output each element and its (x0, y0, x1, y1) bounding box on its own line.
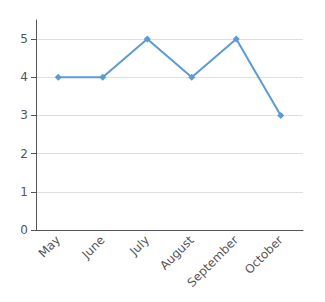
svg-text:1: 1 (20, 185, 28, 199)
svg-text:May: May (36, 233, 63, 260)
svg-text:August: August (157, 233, 197, 273)
svg-text:October: October (242, 233, 286, 277)
svg-text:2: 2 (20, 147, 28, 161)
svg-text:0: 0 (20, 223, 28, 237)
svg-text:5: 5 (20, 32, 28, 46)
svg-text:4: 4 (20, 70, 28, 84)
svg-text:July: July (126, 233, 152, 259)
svg-text:3: 3 (20, 108, 28, 122)
svg-text:September: September (184, 233, 241, 290)
svg-text:June: June (79, 233, 108, 262)
